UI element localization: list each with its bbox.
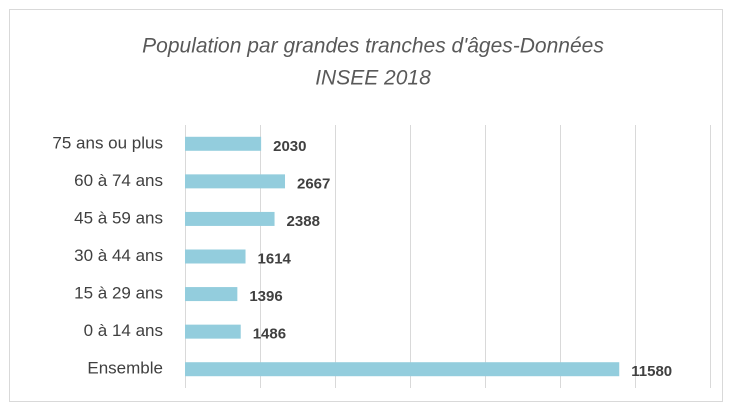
y-tick-label: 60 à 74 ans <box>74 171 163 190</box>
chart-title: INSEE 2018 <box>315 67 431 90</box>
data-label: 1486 <box>253 326 286 343</box>
y-tick-label: 45 à 59 ans <box>74 208 163 227</box>
data-label: 1396 <box>249 288 282 305</box>
data-label: 11580 <box>631 363 672 380</box>
bar <box>185 324 241 339</box>
y-tick-label: 75 ans ou plus <box>52 133 163 152</box>
data-label: 2030 <box>273 138 306 155</box>
data-label: 2388 <box>287 213 320 230</box>
bar <box>185 136 262 151</box>
chart-border <box>9 9 723 402</box>
bar <box>185 174 286 189</box>
y-tick-label: 0 à 14 ans <box>84 321 163 340</box>
bar <box>185 287 238 302</box>
bar <box>185 362 620 377</box>
y-tick-label: Ensemble <box>87 359 163 378</box>
data-label: 1614 <box>258 250 292 267</box>
data-label: 2667 <box>297 175 330 192</box>
bar <box>185 211 275 226</box>
y-tick-label: 30 à 44 ans <box>74 246 163 265</box>
bar <box>185 249 246 264</box>
chart-title: Population par grandes tranches d'âges-D… <box>142 35 604 58</box>
y-tick-label: 15 à 29 ans <box>74 284 163 303</box>
